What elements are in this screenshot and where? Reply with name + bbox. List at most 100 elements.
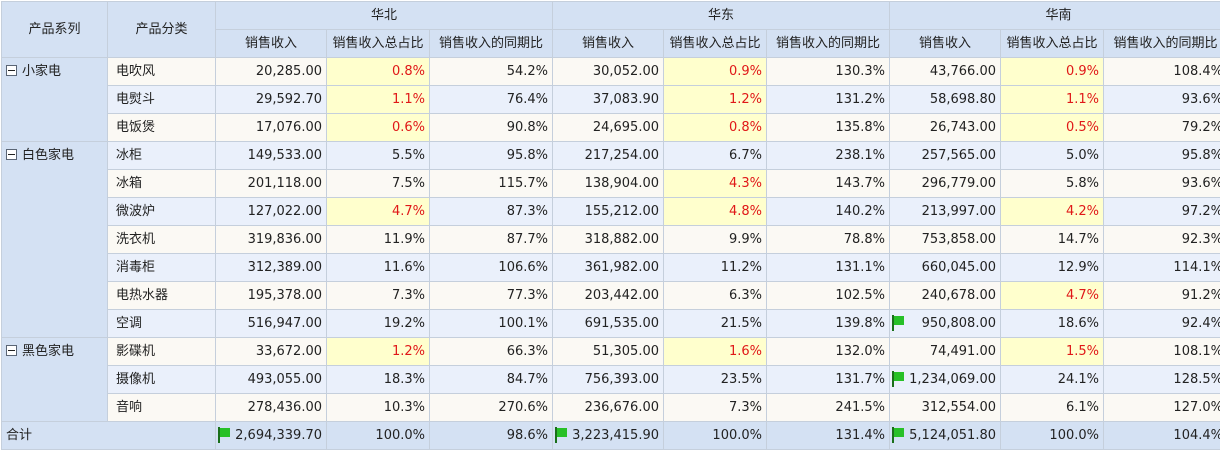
share-cell[interactable]: 7.3% xyxy=(663,393,767,422)
share-cell[interactable]: 1.2% xyxy=(326,337,430,366)
category-cell[interactable]: 影碟机 xyxy=(107,337,216,366)
category-cell[interactable]: 电饭煲 xyxy=(107,113,216,142)
category-cell[interactable]: 摄像机 xyxy=(107,365,216,394)
revenue-cell[interactable]: 257,565.00 xyxy=(889,141,1001,170)
yoy-cell[interactable]: 135.8% xyxy=(766,113,890,142)
yoy-cell[interactable]: 87.7% xyxy=(429,225,553,254)
share-cell[interactable]: 5.8% xyxy=(1000,169,1104,198)
revenue-cell[interactable]: 58,698.80 xyxy=(889,85,1001,114)
category-cell[interactable]: 消毒柜 xyxy=(107,253,216,282)
yoy-cell[interactable]: 98.6% xyxy=(429,421,553,450)
revenue-cell[interactable]: 5,124,051.80 xyxy=(889,421,1001,450)
yoy-cell[interactable]: 97.2% xyxy=(1103,197,1220,226)
yoy-cell[interactable]: 131.4% xyxy=(766,421,890,450)
share-cell[interactable]: 0.8% xyxy=(326,57,430,86)
yoy-cell[interactable]: 238.1% xyxy=(766,141,890,170)
revenue-cell[interactable]: 127,022.00 xyxy=(215,197,327,226)
revenue-cell[interactable]: 1,234,069.00 xyxy=(889,365,1001,394)
share-cell[interactable]: 12.9% xyxy=(1000,253,1104,282)
yoy-cell[interactable]: 92.3% xyxy=(1103,225,1220,254)
share-cell[interactable]: 7.3% xyxy=(326,281,430,310)
category-cell[interactable]: 电熨斗 xyxy=(107,85,216,114)
yoy-cell[interactable]: 78.8% xyxy=(766,225,890,254)
share-cell[interactable]: 6.3% xyxy=(663,281,767,310)
revenue-cell[interactable]: 950,808.00 xyxy=(889,309,1001,338)
header-metric[interactable]: 销售收入 xyxy=(215,29,327,58)
revenue-cell[interactable]: 26,743.00 xyxy=(889,113,1001,142)
header-region[interactable]: 华东 xyxy=(552,1,890,30)
revenue-cell[interactable]: 318,882.00 xyxy=(552,225,664,254)
yoy-cell[interactable]: 104.4% xyxy=(1103,421,1220,450)
revenue-cell[interactable]: 20,285.00 xyxy=(215,57,327,86)
share-cell[interactable]: 4.8% xyxy=(663,197,767,226)
yoy-cell[interactable]: 93.6% xyxy=(1103,85,1220,114)
revenue-cell[interactable]: 74,491.00 xyxy=(889,337,1001,366)
yoy-cell[interactable]: 131.2% xyxy=(766,85,890,114)
yoy-cell[interactable]: 95.8% xyxy=(429,141,553,170)
category-cell[interactable]: 冰箱 xyxy=(107,169,216,198)
yoy-cell[interactable]: 108.1% xyxy=(1103,337,1220,366)
yoy-cell[interactable]: 270.6% xyxy=(429,393,553,422)
header-region[interactable]: 华北 xyxy=(215,1,553,30)
share-cell[interactable]: 4.7% xyxy=(1000,281,1104,310)
revenue-cell[interactable]: 516,947.00 xyxy=(215,309,327,338)
share-cell[interactable]: 100.0% xyxy=(326,421,430,450)
header-metric[interactable]: 销售收入 xyxy=(552,29,664,58)
share-cell[interactable]: 18.6% xyxy=(1000,309,1104,338)
yoy-cell[interactable]: 84.7% xyxy=(429,365,553,394)
revenue-cell[interactable]: 43,766.00 xyxy=(889,57,1001,86)
share-cell[interactable]: 6.7% xyxy=(663,141,767,170)
yoy-cell[interactable]: 106.6% xyxy=(429,253,553,282)
category-cell[interactable]: 洗衣机 xyxy=(107,225,216,254)
revenue-cell[interactable]: 203,442.00 xyxy=(552,281,664,310)
revenue-cell[interactable]: 236,676.00 xyxy=(552,393,664,422)
share-cell[interactable]: 0.5% xyxy=(1000,113,1104,142)
revenue-cell[interactable]: 753,858.00 xyxy=(889,225,1001,254)
category-cell[interactable]: 微波炉 xyxy=(107,197,216,226)
revenue-cell[interactable]: 213,997.00 xyxy=(889,197,1001,226)
revenue-cell[interactable]: 240,678.00 xyxy=(889,281,1001,310)
revenue-cell[interactable]: 17,076.00 xyxy=(215,113,327,142)
share-cell[interactable]: 5.0% xyxy=(1000,141,1104,170)
share-cell[interactable]: 6.1% xyxy=(1000,393,1104,422)
share-cell[interactable]: 0.6% xyxy=(326,113,430,142)
yoy-cell[interactable]: 241.5% xyxy=(766,393,890,422)
revenue-cell[interactable]: 319,836.00 xyxy=(215,225,327,254)
revenue-cell[interactable]: 201,118.00 xyxy=(215,169,327,198)
yoy-cell[interactable]: 100.1% xyxy=(429,309,553,338)
revenue-cell[interactable]: 312,389.00 xyxy=(215,253,327,282)
share-cell[interactable]: 4.2% xyxy=(1000,197,1104,226)
yoy-cell[interactable]: 93.6% xyxy=(1103,169,1220,198)
share-cell[interactable]: 23.5% xyxy=(663,365,767,394)
yoy-cell[interactable]: 143.7% xyxy=(766,169,890,198)
header-metric[interactable]: 销售收入总占比 xyxy=(1000,29,1104,58)
share-cell[interactable]: 1.2% xyxy=(663,85,767,114)
category-cell[interactable]: 冰柜 xyxy=(107,141,216,170)
header-region[interactable]: 华南 xyxy=(889,1,1220,30)
header-series[interactable]: 产品系列 xyxy=(1,1,108,58)
revenue-cell[interactable]: 33,672.00 xyxy=(215,337,327,366)
revenue-cell[interactable]: 29,592.70 xyxy=(215,85,327,114)
yoy-cell[interactable]: 76.4% xyxy=(429,85,553,114)
revenue-cell[interactable]: 30,052.00 xyxy=(552,57,664,86)
revenue-cell[interactable]: 3,223,415.90 xyxy=(552,421,664,450)
share-cell[interactable]: 11.9% xyxy=(326,225,430,254)
share-cell[interactable]: 4.7% xyxy=(326,197,430,226)
header-metric[interactable]: 销售收入总占比 xyxy=(663,29,767,58)
revenue-cell[interactable]: 493,055.00 xyxy=(215,365,327,394)
share-cell[interactable]: 0.8% xyxy=(663,113,767,142)
collapse-icon[interactable] xyxy=(6,64,17,76)
revenue-cell[interactable]: 217,254.00 xyxy=(552,141,664,170)
revenue-cell[interactable]: 24,695.00 xyxy=(552,113,664,142)
category-cell[interactable]: 电吹风 xyxy=(107,57,216,86)
yoy-cell[interactable]: 114.1% xyxy=(1103,253,1220,282)
yoy-cell[interactable]: 90.8% xyxy=(429,113,553,142)
yoy-cell[interactable]: 130.3% xyxy=(766,57,890,86)
share-cell[interactable]: 24.1% xyxy=(1000,365,1104,394)
share-cell[interactable]: 5.5% xyxy=(326,141,430,170)
share-cell[interactable]: 100.0% xyxy=(663,421,767,450)
revenue-cell[interactable]: 149,533.00 xyxy=(215,141,327,170)
share-cell[interactable]: 4.3% xyxy=(663,169,767,198)
revenue-cell[interactable]: 155,212.00 xyxy=(552,197,664,226)
share-cell[interactable]: 11.6% xyxy=(326,253,430,282)
